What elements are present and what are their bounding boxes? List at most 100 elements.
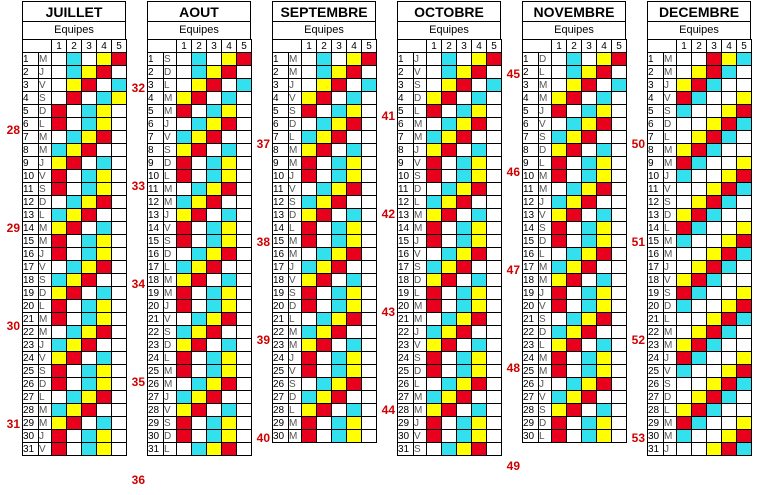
shift-cell-white (471, 325, 487, 339)
shift-cell-yellow (596, 429, 612, 443)
shift-cell-yellow (551, 273, 567, 287)
team-number: 2 (66, 39, 82, 53)
shift-cell-white (331, 208, 347, 222)
week-number: 45 (506, 67, 520, 81)
shift-cell-red (566, 91, 582, 105)
team-number: 5 (236, 39, 252, 53)
shift-cell-cyan (721, 195, 737, 209)
shift-cell-cyan (81, 182, 97, 196)
day-number: 23 (22, 338, 39, 352)
shift-cell-red (221, 65, 237, 79)
shift-cell-yellow (566, 390, 582, 404)
day-row: 28 S (522, 403, 627, 417)
shift-cell-red (426, 364, 442, 378)
shift-cell-white (471, 260, 487, 274)
shift-cell-yellow (471, 286, 487, 300)
weekday-letter: D (538, 325, 552, 339)
day-number: 15 (272, 234, 289, 248)
team-number: 2 (691, 39, 707, 53)
shift-cell-white (111, 442, 127, 456)
weekday-letter: D (288, 208, 302, 222)
shift-cell-yellow (96, 312, 112, 326)
day-row: 25 S (22, 364, 127, 378)
day-number: 5 (522, 104, 539, 118)
shift-cell-cyan (691, 351, 707, 365)
shift-cell-yellow (676, 403, 692, 417)
shift-cell-white (706, 91, 722, 105)
shift-cell-red (191, 143, 207, 157)
shift-cell-red (721, 117, 737, 131)
shift-cell-white (676, 117, 692, 131)
shift-cell-white (361, 416, 377, 430)
day-number: 23 (272, 338, 289, 352)
day-number: 22 (272, 325, 289, 339)
shift-cell-yellow (596, 169, 612, 183)
shift-cell-white (691, 117, 707, 131)
day-row: 27 D (272, 390, 377, 404)
shift-cell-white (221, 78, 237, 92)
shift-cell-cyan (441, 65, 457, 79)
shift-cell-yellow (471, 156, 487, 170)
day-row: 17 J (272, 260, 377, 274)
shift-cell-white (96, 338, 112, 352)
week-number: 52 (631, 333, 645, 347)
day-number: 12 (22, 195, 39, 209)
weekday-letter: M (288, 52, 302, 66)
shift-cell-red (736, 364, 752, 378)
day-row: 23 M (647, 338, 752, 352)
shift-cell-white (566, 156, 582, 170)
shift-cell-cyan (301, 130, 317, 144)
shift-cell-cyan (331, 351, 347, 365)
shift-cell-white (676, 247, 692, 261)
day-row: 29 D (522, 416, 627, 430)
shift-cell-yellow (691, 390, 707, 404)
day-number: 1 (22, 52, 39, 66)
week-number: 33 (131, 179, 145, 193)
shift-cell-white (96, 403, 112, 417)
shift-cell-white (441, 351, 457, 365)
shift-cell-cyan (206, 104, 222, 118)
shift-cell-red (676, 416, 692, 430)
weekday-letter: M (538, 91, 552, 105)
shift-cell-red (96, 325, 112, 339)
shift-cell-white (566, 169, 582, 183)
shift-cell-red (191, 403, 207, 417)
day-number: 21 (522, 312, 539, 326)
shift-cell-white (721, 416, 737, 430)
shift-cell-red (426, 299, 442, 313)
day-number: 16 (647, 247, 664, 261)
shift-cell-yellow (331, 377, 347, 391)
weekday-letter: S (413, 260, 427, 274)
shift-cell-white (361, 234, 377, 248)
team-number: 5 (736, 39, 752, 53)
shift-cell-white (486, 351, 502, 365)
shift-cell-red (581, 390, 597, 404)
day-row: 30 V (397, 429, 502, 443)
day-row: 27 D (647, 390, 752, 404)
day-row: 26 L (397, 377, 502, 391)
day-row: 28 V (147, 403, 252, 417)
shift-cell-yellow (331, 247, 347, 261)
shift-cell-cyan (471, 273, 487, 287)
weekday-letter: M (413, 312, 427, 326)
shift-cell-red (301, 429, 317, 443)
shift-cell-yellow (346, 104, 362, 118)
weekday-letter: M (163, 377, 177, 391)
shift-cell-cyan (301, 325, 317, 339)
header-blank (38, 39, 52, 53)
shift-cell-yellow (596, 221, 612, 235)
shift-cell-red (51, 247, 67, 261)
shift-cell-yellow (441, 325, 457, 339)
shift-cell-yellow (471, 104, 487, 118)
weekday-letter: J (663, 78, 677, 92)
day-row: 18 M (147, 273, 252, 287)
week-number: 44 (381, 403, 395, 417)
weekday-letter: L (288, 312, 302, 326)
day-row: 11 V (647, 182, 752, 196)
shift-cell-yellow (721, 429, 737, 443)
shift-cell-yellow (346, 234, 362, 248)
day-number: 16 (397, 247, 414, 261)
